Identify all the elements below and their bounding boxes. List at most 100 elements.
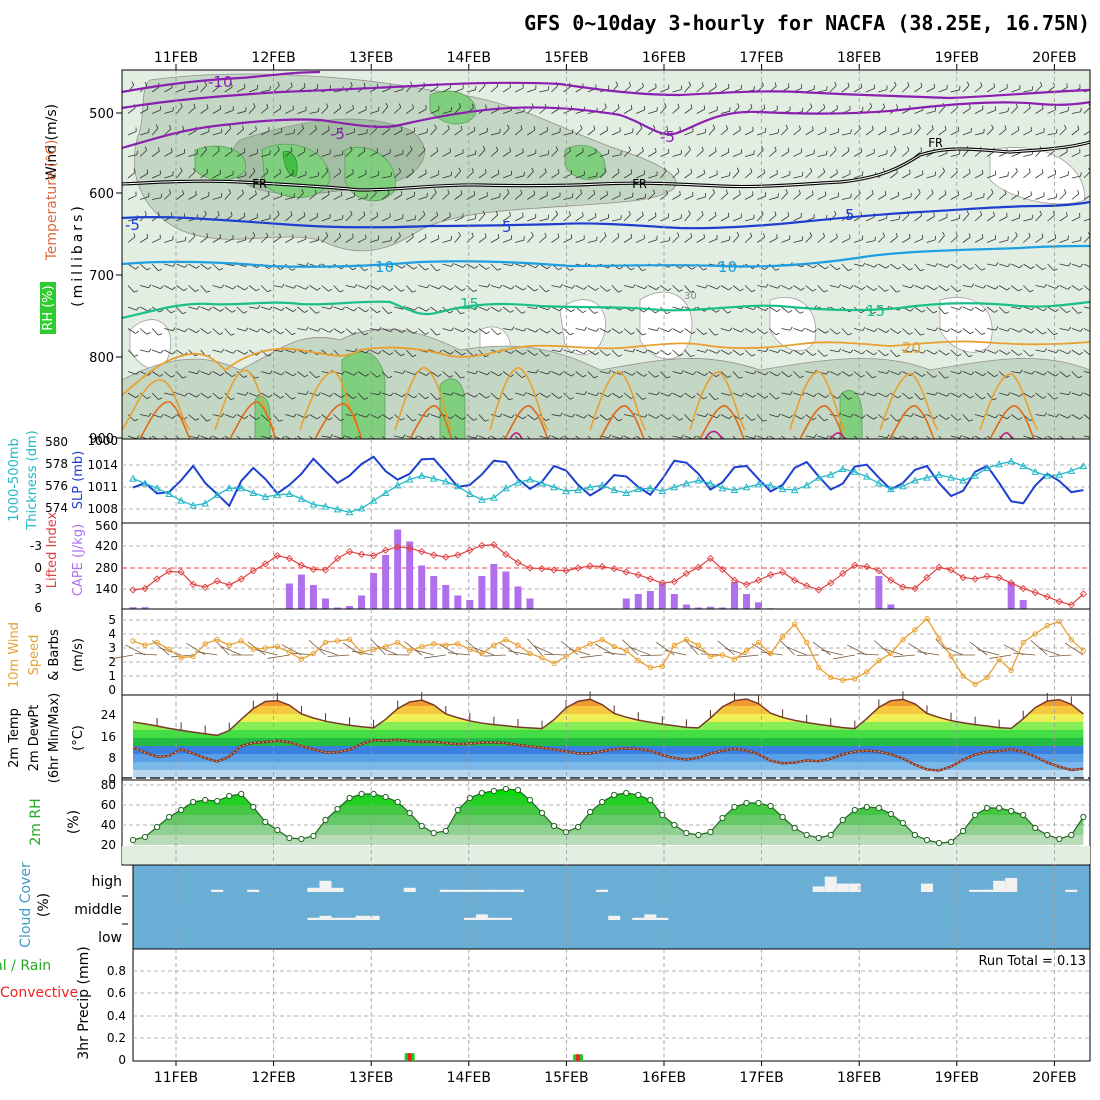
- upper-wind-barb: [333, 285, 341, 293]
- lifted-index-marker: [1019, 584, 1027, 593]
- cloud-mid-bar: [644, 914, 657, 920]
- isotherm-minus10: [122, 70, 321, 94]
- upper-wind-barb-flag: [196, 434, 200, 439]
- upper-wind-barb-flag: [450, 351, 454, 355]
- cape-gridlines: [122, 545, 1090, 590]
- upper-wind-barb: [914, 414, 924, 418]
- cape-bar: [334, 607, 342, 609]
- upper-wind-barb-flag: [628, 210, 631, 215]
- wind10-barb: [560, 640, 579, 656]
- upper-wind-barb-flag: [970, 395, 974, 399]
- upper-wind-barb: [841, 197, 851, 200]
- upper-wind-barb-flag: [910, 284, 914, 289]
- upper-wind-barb: [164, 414, 173, 419]
- wind10-barb: [683, 638, 699, 656]
- upper-wind-barb: [406, 371, 415, 375]
- upper-wind-barb: [841, 238, 851, 243]
- upper-wind-barb: [756, 237, 765, 243]
- thickness-marker: [742, 483, 751, 491]
- upper-wind-barb: [1035, 108, 1044, 114]
- upper-wind-barb-flag: [303, 83, 306, 88]
- upper-wind-barb-flag: [281, 307, 285, 311]
- upper-wind-barb: [152, 285, 161, 290]
- rh2m-marker: [1020, 811, 1027, 819]
- rh2m-marker: [743, 799, 750, 807]
- upper-wind-barb: [841, 285, 851, 289]
- upper-wind-barb-flag: [1030, 266, 1035, 270]
- precip-panel-frame: [132, 948, 1091, 1062]
- lifted-index-marker: [899, 583, 907, 591]
- upper-wind-barb: [648, 285, 657, 291]
- upper-wind-barb: [938, 349, 947, 356]
- upper-wind-barb-flag: [557, 169, 560, 174]
- upper-wind-barb-flag: [390, 236, 392, 241]
- upper-wind-barb: [188, 263, 197, 269]
- upper-wind-barb: [1011, 194, 1019, 200]
- upper-wind-barb: [260, 130, 270, 136]
- upper-wind-barb: [720, 328, 730, 332]
- upper-wind-barb: [745, 153, 754, 157]
- upper-wind-barb-flag: [1056, 129, 1058, 134]
- upper-wind-barb: [345, 108, 354, 114]
- upper-wind-barb: [272, 237, 281, 243]
- wind10-speed-marker: [431, 641, 437, 647]
- lifted-index-marker: [454, 551, 462, 559]
- rh2m-marker: [647, 796, 654, 804]
- upper-wind-barb-flag: [568, 211, 571, 216]
- upper-wind-barb: [1035, 172, 1044, 179]
- upper-wind-barb: [273, 306, 282, 312]
- upper-wind-barb-flag: [243, 375, 248, 378]
- upper-wind-barb-flag: [968, 419, 973, 422]
- upper-wind-barb-flag: [269, 434, 273, 439]
- upper-wind-barb: [1071, 240, 1081, 243]
- upper-wind-barb-flag: [546, 394, 551, 398]
- upper-wind-barb-flag: [1015, 103, 1018, 108]
- upper-wind-barb: [466, 414, 474, 421]
- lifted-index-marker: [345, 547, 354, 556]
- upper-wind-barb-flag: [304, 374, 309, 378]
- upper-wind-barb-flag: [228, 188, 232, 193]
- upper-wind-barb: [611, 435, 621, 439]
- upper-wind-barb-flag: [834, 146, 837, 151]
- upper-wind-barb-flag: [387, 190, 390, 195]
- upper-wind-barb-flag: [982, 308, 987, 312]
- upper-wind-barb: [841, 263, 849, 271]
- upper-wind-barb: [720, 216, 729, 222]
- upper-wind-barb-flag: [691, 395, 696, 399]
- thickness-marker: [478, 495, 486, 503]
- upper-wind-barb-flag: [942, 231, 945, 236]
- upper-wind-barb-flag: [1029, 354, 1034, 357]
- upper-wind-barb: [938, 263, 948, 268]
- upper-wind-barb: [635, 215, 644, 222]
- upper-wind-barb-flag: [907, 146, 910, 151]
- temp-band: [133, 730, 1084, 738]
- upper-wind-barb-flag: [460, 125, 463, 130]
- upper-wind-barb-flag: [317, 236, 320, 241]
- upper-wind-barb-flag: [423, 146, 426, 151]
- upper-wind-barb: [478, 371, 488, 376]
- upper-wind-barb-flag: [787, 147, 790, 152]
- upper-wind-barb: [164, 349, 173, 355]
- upper-wind-barb: [152, 238, 161, 243]
- upper-wind-barb-flag: [664, 102, 667, 107]
- upper-wind-barb: [636, 173, 645, 179]
- upper-wind-barb: [599, 171, 607, 179]
- upper-wind-barb: [623, 149, 631, 157]
- upper-wind-barb: [648, 87, 657, 93]
- rh2m-marker: [502, 785, 510, 793]
- upper-wind-barb-flag: [785, 189, 788, 194]
- upper-wind-barb-flag: [196, 305, 200, 310]
- upper-wind-barb-flag: [862, 262, 866, 267]
- upper-wind-barb-flag: [1055, 373, 1059, 377]
- upper-wind-barb: [502, 110, 512, 114]
- upper-wind-barb-flag: [511, 350, 515, 354]
- upper-wind-barb-flag: [789, 414, 793, 419]
- upper-wind-barb: [1047, 306, 1056, 313]
- wind-axis-2: Speed: [27, 635, 42, 676]
- upper-wind-barb: [527, 392, 536, 397]
- upper-wind-barb: [672, 285, 680, 292]
- upper-wind-barb: [1011, 217, 1020, 222]
- upper-wind-barb-flag: [230, 397, 235, 401]
- upper-wind-barb: [406, 107, 414, 114]
- upper-wind-barb-flag: [559, 307, 563, 312]
